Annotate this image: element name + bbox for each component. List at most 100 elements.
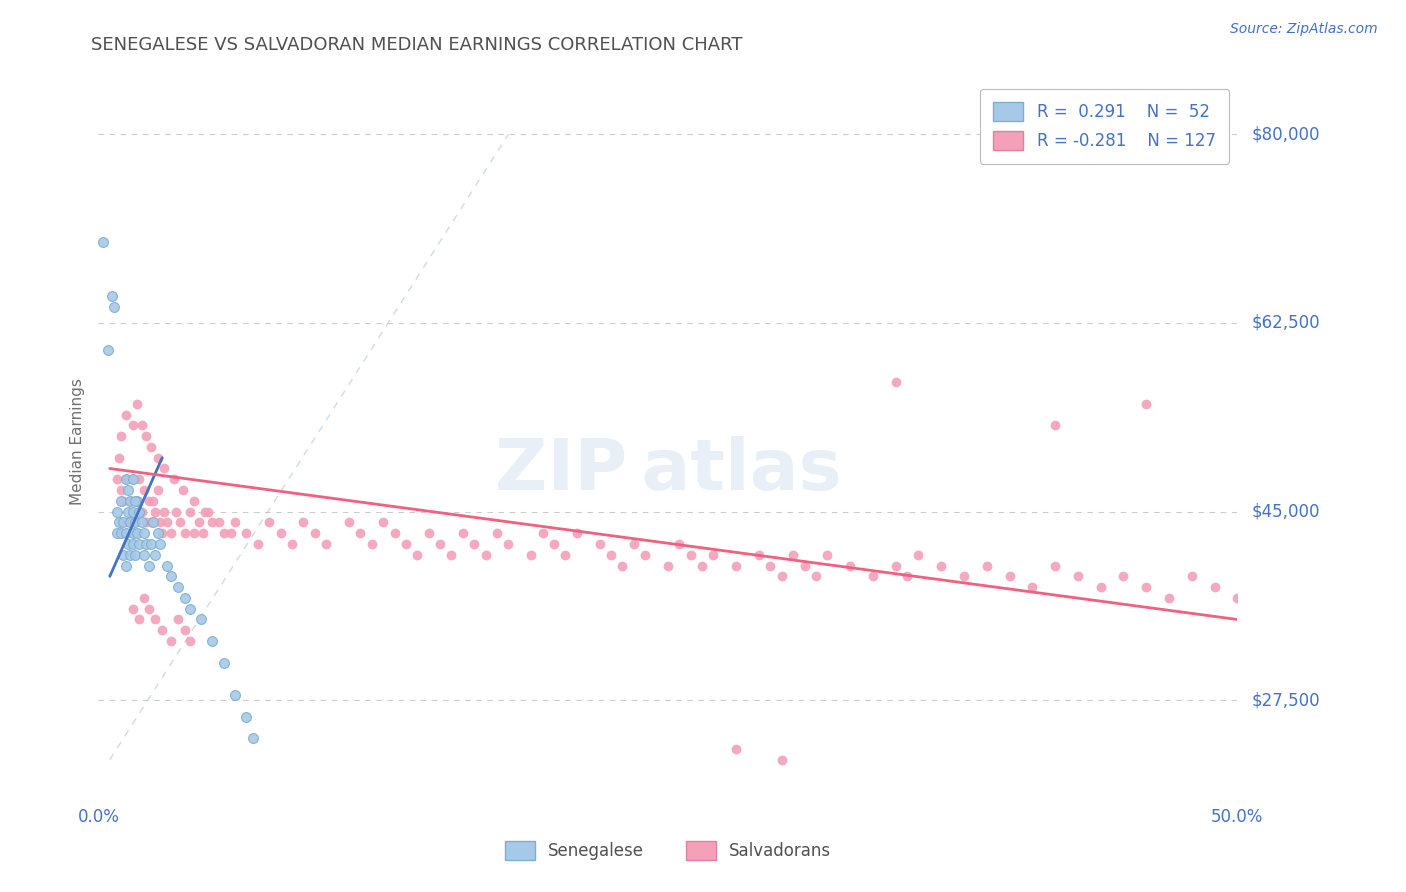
- Senegalese: [212, 656, 235, 670]
- Salvadorans: [793, 558, 815, 573]
- Salvadorans: [187, 516, 209, 530]
- Salvadorans: [110, 483, 132, 497]
- Salvadorans: [139, 516, 162, 530]
- Salvadorans: [193, 526, 215, 541]
- Senegalese: [101, 289, 124, 303]
- Senegalese: [110, 526, 132, 541]
- Senegalese: [132, 526, 155, 541]
- Salvadorans: [224, 516, 246, 530]
- Salvadorans: [384, 526, 406, 541]
- Salvadorans: [156, 516, 179, 530]
- Salvadorans: [121, 601, 143, 615]
- Salvadorans: [142, 493, 165, 508]
- Salvadorans: [235, 526, 257, 541]
- Salvadorans: [725, 558, 748, 573]
- Salvadorans: [953, 569, 976, 583]
- Salvadorans: [121, 418, 143, 433]
- Senegalese: [112, 548, 135, 562]
- Salvadorans: [150, 624, 173, 638]
- Salvadorans: [160, 634, 183, 648]
- Salvadorans: [360, 537, 382, 551]
- Senegalese: [128, 537, 150, 551]
- Senegalese: [96, 343, 118, 357]
- Salvadorans: [679, 548, 702, 562]
- Senegalese: [142, 516, 165, 530]
- Salvadorans: [179, 505, 201, 519]
- Salvadorans: [138, 601, 160, 615]
- Salvadorans: [138, 493, 160, 508]
- Salvadorans: [160, 526, 183, 541]
- Salvadorans: [440, 548, 463, 562]
- Senegalese: [128, 505, 150, 519]
- Text: $62,500: $62,500: [1251, 314, 1320, 332]
- Text: SENEGALESE VS SALVADORAN MEDIAN EARNINGS CORRELATION CHART: SENEGALESE VS SALVADORAN MEDIAN EARNINGS…: [91, 36, 742, 54]
- Salvadorans: [259, 516, 281, 530]
- Salvadorans: [174, 624, 197, 638]
- Salvadorans: [124, 516, 146, 530]
- Senegalese: [124, 493, 146, 508]
- Senegalese: [121, 505, 143, 519]
- Salvadorans: [208, 516, 231, 530]
- Salvadorans: [165, 505, 187, 519]
- Salvadorans: [543, 537, 565, 551]
- Salvadorans: [486, 526, 509, 541]
- Salvadorans: [770, 569, 793, 583]
- Salvadorans: [657, 558, 679, 573]
- Salvadorans: [167, 612, 190, 626]
- Salvadorans: [270, 526, 292, 541]
- Legend: Senegalese, Salvadorans: Senegalese, Salvadorans: [498, 834, 838, 867]
- Salvadorans: [1157, 591, 1180, 605]
- Senegalese: [114, 526, 136, 541]
- Senegalese: [121, 526, 143, 541]
- Senegalese: [138, 558, 160, 573]
- Salvadorans: [337, 516, 360, 530]
- Senegalese: [105, 505, 128, 519]
- Senegalese: [124, 516, 146, 530]
- Y-axis label: Median Earnings: Median Earnings: [70, 378, 86, 505]
- Senegalese: [120, 548, 142, 562]
- Senegalese: [120, 493, 142, 508]
- Salvadorans: [131, 505, 153, 519]
- Salvadorans: [246, 537, 269, 551]
- Salvadorans: [371, 516, 394, 530]
- Salvadorans: [623, 537, 645, 551]
- Senegalese: [124, 548, 146, 562]
- Salvadorans: [146, 483, 169, 497]
- Salvadorans: [183, 526, 205, 541]
- Salvadorans: [1135, 397, 1157, 411]
- Senegalese: [114, 472, 136, 486]
- Salvadorans: [135, 516, 157, 530]
- Salvadorans: [498, 537, 520, 551]
- Senegalese: [190, 612, 212, 626]
- Salvadorans: [127, 493, 149, 508]
- Salvadorans: [815, 548, 838, 562]
- Text: $27,500: $27,500: [1251, 691, 1320, 709]
- Salvadorans: [418, 526, 440, 541]
- Salvadorans: [998, 569, 1021, 583]
- Salvadorans: [1135, 580, 1157, 594]
- Senegalese: [121, 537, 143, 551]
- Salvadorans: [1043, 558, 1066, 573]
- Salvadorans: [1181, 569, 1204, 583]
- Salvadorans: [315, 537, 337, 551]
- Salvadorans: [884, 558, 907, 573]
- Salvadorans: [804, 569, 827, 583]
- Salvadorans: [121, 472, 143, 486]
- Salvadorans: [554, 548, 576, 562]
- Salvadorans: [132, 591, 155, 605]
- Senegalese: [131, 516, 153, 530]
- Salvadorans: [179, 634, 201, 648]
- Salvadorans: [976, 558, 998, 573]
- Salvadorans: [212, 526, 235, 541]
- Salvadorans: [114, 472, 136, 486]
- Salvadorans: [395, 537, 418, 551]
- Salvadorans: [1067, 569, 1090, 583]
- Salvadorans: [162, 472, 184, 486]
- Salvadorans: [451, 526, 474, 541]
- Senegalese: [120, 516, 142, 530]
- Senegalese: [127, 493, 149, 508]
- Salvadorans: [759, 558, 782, 573]
- Salvadorans: [128, 472, 150, 486]
- Salvadorans: [139, 440, 162, 454]
- Senegalese: [174, 591, 197, 605]
